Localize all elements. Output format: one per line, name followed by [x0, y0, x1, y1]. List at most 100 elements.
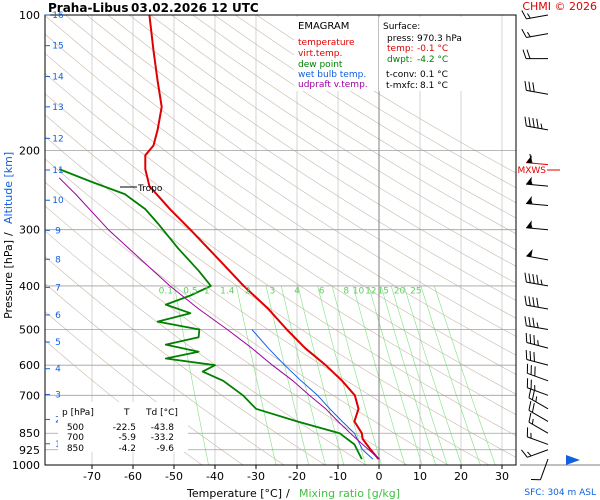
legend-item-wet-bulb: wet bulb temp.: [298, 70, 366, 80]
barb-half-flag: [527, 451, 532, 457]
wind-barb: [521, 10, 549, 20]
barb-shaft: [526, 183, 549, 187]
table-header-p: p [hPa]: [62, 408, 94, 418]
altitude-tick-label: 4: [55, 365, 61, 375]
wind-barb: [526, 153, 549, 166]
x-tick-label: -20: [288, 470, 306, 483]
surface-temp-value: -0.1 °C: [417, 44, 448, 54]
barb-flag: [526, 378, 529, 388]
wind-barb: [525, 332, 549, 349]
series-wet-bulb-temp-: [251, 329, 374, 460]
surface-dwpt-value: -4.2 °C: [417, 55, 448, 65]
legend-item-virt-temp: virt.temp.: [298, 49, 342, 59]
wind-barb: [530, 458, 549, 481]
mixing-ratio-label: 25: [410, 286, 421, 296]
x-axis-label-mixing-ratio: Mixing ratio [g/kg]: [299, 487, 400, 500]
surface-press-value: 970.3 hPa: [417, 34, 462, 44]
dry-adiabat: [129, 15, 516, 267]
barb-flag: [536, 274, 539, 285]
wind-barb: [521, 28, 549, 38]
series-temperature: [144, 15, 380, 460]
barb-half-flag: [530, 432, 532, 439]
mixing-ratio-label: 2: [245, 286, 251, 296]
barb-half-flag: [530, 198, 533, 205]
barb-flag: [530, 478, 541, 481]
altitude-tick-label: 3: [55, 390, 61, 400]
x-tick-label: -70: [83, 470, 101, 483]
barb-shaft: [526, 89, 549, 95]
y-axis-label-pressure: Pressure [hPa]: [2, 240, 15, 319]
dry-adiabat: [192, 15, 516, 219]
wind-barb: [526, 196, 549, 206]
table-cell: -33.2: [151, 433, 174, 443]
dry-adiabat: [45, 15, 516, 337]
barb-shaft: [540, 458, 549, 480]
surface-tmxfc-label: t-mxfc:: [386, 81, 418, 91]
pressure-tick-label: 1000: [12, 459, 40, 472]
barb-flag: [526, 363, 529, 374]
pressure-tick-label: 500: [19, 324, 40, 337]
table-cell: 700: [67, 433, 84, 443]
barb-pennant: [526, 176, 532, 185]
x-axis-label-temperature: Temperature [°C]: [186, 487, 282, 500]
table-cell: -9.6: [156, 444, 174, 454]
barb-flag: [528, 400, 532, 411]
mixing-ratio-label: 1.4: [220, 286, 235, 296]
x-tick-label: 0: [376, 470, 383, 483]
y-axis-title: Pressure [hPa] / Altitude [km]: [2, 152, 15, 319]
pressure-tick-label: 700: [19, 389, 40, 402]
barb-shaft: [528, 397, 549, 410]
table-cell: 850: [67, 444, 84, 454]
surface-title: Surface:: [383, 22, 420, 32]
barb-flag: [528, 316, 531, 327]
altitude-tick-label: 5: [55, 338, 61, 348]
wind-barb: [528, 412, 549, 434]
altitude-tick-label: 16: [52, 11, 64, 21]
barb-half-flag: [530, 179, 533, 185]
mixing-ratio-label: 20: [394, 286, 406, 296]
barb-half-flag: [540, 279, 543, 285]
barb-half-flag: [534, 385, 536, 391]
dry-adiabat: [150, 15, 516, 251]
barb-flag: [532, 117, 535, 128]
wind-barb: [522, 49, 548, 60]
x-tick-label: -50: [165, 470, 183, 483]
x-tick-label: -10: [329, 470, 347, 483]
barb-flag: [536, 118, 539, 129]
barb-shaft: [526, 203, 549, 206]
barb-flag: [531, 390, 535, 400]
surface-box: [379, 17, 469, 91]
altitude-tick-label: 13: [52, 103, 63, 113]
barb-flag: [532, 317, 535, 328]
wind-barbs: [520, 10, 600, 481]
pressure-tick-label: 850: [19, 427, 40, 440]
dry-adiabat: [45, 72, 516, 395]
barb-flag: [524, 295, 527, 306]
wind-barb: [524, 80, 549, 95]
pressure-tick-label: 925: [19, 444, 40, 457]
barb-flag: [528, 388, 532, 398]
wind-barb: [526, 378, 549, 396]
wind-barb: [526, 363, 549, 382]
x-tick-label: -40: [206, 470, 224, 483]
barb-flag: [521, 449, 528, 458]
barb-flag: [524, 116, 527, 127]
wind-barb: [524, 316, 549, 331]
barb-shaft: [527, 449, 549, 458]
plot-frame: [44, 14, 517, 466]
barb-flag: [532, 297, 535, 307]
barb-half-flag: [540, 123, 543, 129]
barb-flag: [533, 335, 535, 345]
wind-barb: [526, 427, 549, 445]
barb-shaft: [526, 255, 549, 261]
barb-flag: [522, 49, 527, 59]
barb-shaft: [526, 125, 549, 131]
legend-box: [294, 17, 376, 91]
surface-dwpt-label: dwpt:: [387, 55, 412, 65]
barb-flag: [530, 365, 532, 375]
barb-half-flag: [530, 223, 533, 229]
barb-shaft: [528, 409, 549, 422]
wind-barb: [521, 449, 549, 458]
barb-shaft: [526, 358, 549, 366]
altitude-tick-label: 10: [52, 196, 64, 206]
